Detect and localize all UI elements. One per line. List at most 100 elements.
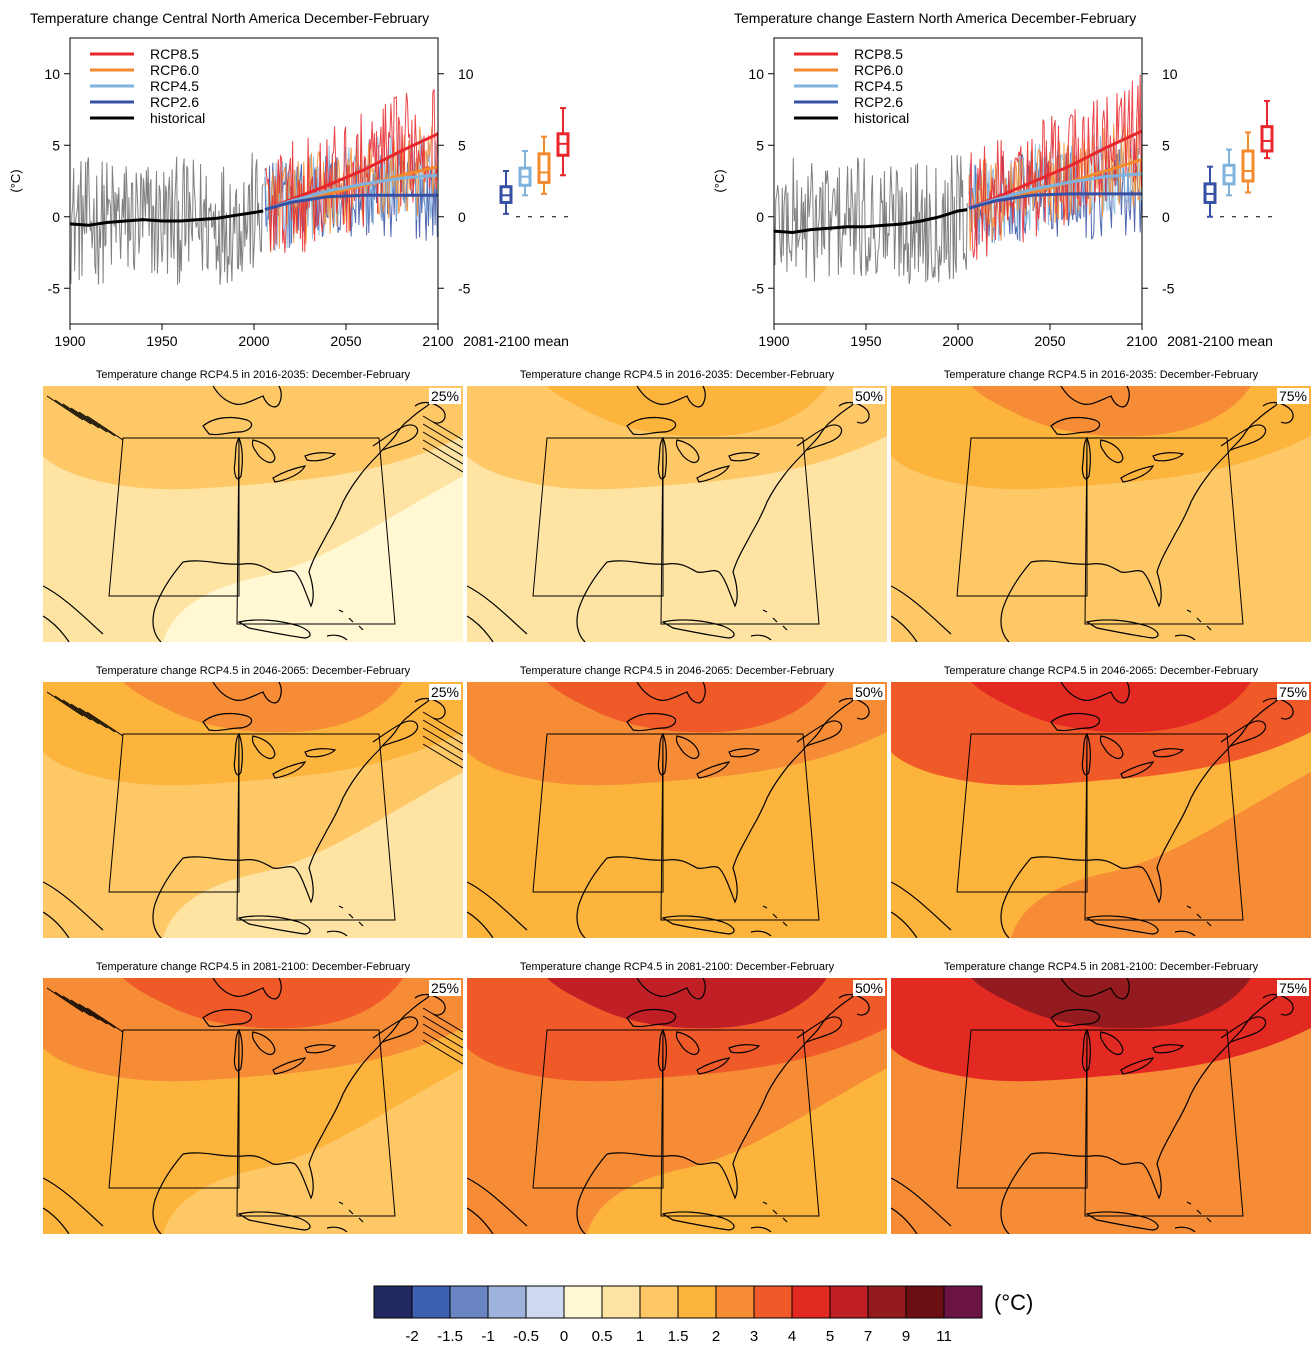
colorbar-tick-label: 2: [711, 1328, 721, 1345]
region-box-eastern: [1084, 1029, 1244, 1217]
hatch-line: [422, 431, 463, 457]
colorbar: [373, 1285, 983, 1319]
hatch-line: [86, 1007, 124, 1033]
colorbar-swatch: [905, 1285, 945, 1319]
hatch-line: [422, 447, 463, 473]
boxplot-box: [1260, 125, 1274, 153]
hatch-line: [422, 439, 463, 465]
boxplot-rcp26: [499, 169, 513, 215]
boxplot-rcp85: [1260, 99, 1274, 160]
lake-erie: [1120, 761, 1155, 779]
map-svg: [43, 978, 463, 1234]
hatch-line: [422, 711, 463, 737]
map-field-light: [1011, 476, 1311, 642]
map-title: Temperature change RCP4.5 in 2046-2065: …: [95, 665, 411, 677]
map-title: Temperature change RCP4.5 in 2046-2065: …: [519, 665, 835, 677]
coastline-hudson: [1060, 978, 1130, 1000]
boxplot-rcp26: [1203, 165, 1217, 218]
hatch-line: [422, 423, 463, 449]
lake-ontario: [1152, 748, 1185, 758]
percentile-badge: 50%: [852, 980, 885, 996]
ytick-label-left: 5: [52, 137, 60, 153]
lake-superior: [626, 712, 677, 732]
map-field-top: [547, 682, 827, 733]
lake-superior: [202, 416, 253, 436]
region-box-eastern: [236, 1029, 396, 1217]
coastline-maritimes: [372, 993, 446, 1043]
map-field-light: [1011, 1068, 1311, 1234]
xtick-label: 1900: [54, 333, 85, 349]
coastline-caribbean: [1085, 609, 1212, 641]
map-svg: [891, 682, 1311, 938]
series-line-historical: [773, 208, 968, 235]
region-box-central: [108, 1029, 240, 1189]
historical-spread: [69, 152, 264, 285]
coastline-baja: [43, 1207, 70, 1234]
region-box-central: [108, 733, 240, 893]
map-field-light: [1011, 772, 1311, 938]
percentile-badge: 25%: [428, 388, 461, 404]
ytick-label-right: 10: [458, 66, 474, 82]
boxplot-box: [537, 152, 551, 184]
colorbar-swatch: [373, 1285, 413, 1319]
map-svg: [891, 386, 1311, 642]
colorbar-tick-label: 11: [936, 1328, 952, 1345]
lake-ontario: [728, 748, 761, 758]
region-box-central: [956, 437, 1088, 597]
ytick-label-left: 0: [52, 209, 60, 225]
percentile-badge: 75%: [1276, 388, 1309, 404]
region-box-eastern: [236, 437, 396, 625]
coastline-east: [182, 685, 448, 904]
hatch-line: [70, 407, 108, 433]
colorbar-tick-label: -2: [405, 1328, 419, 1345]
map-title: Temperature change RCP4.5 in 2081-2100: …: [519, 961, 835, 973]
coastline-hudson: [636, 682, 706, 704]
lake-michigan: [233, 732, 243, 776]
coastline-hudson: [212, 386, 282, 408]
map-panel: 50%: [467, 978, 887, 1234]
lake-erie: [1120, 1057, 1155, 1075]
lake-michigan: [1081, 732, 1091, 776]
percentile-badge: 50%: [852, 684, 885, 700]
region-box-eastern: [660, 733, 820, 921]
coastline-east: [1030, 981, 1296, 1200]
legend-label-rcp85: RCP8.5: [854, 46, 903, 62]
hatch-line: [86, 415, 124, 441]
map-field-light: [163, 1068, 463, 1234]
colorbar-swatch: [715, 1285, 755, 1319]
colorbar-tick-label: -1.5: [437, 1328, 463, 1345]
ytick-label-right: 5: [458, 137, 466, 153]
hatch-line: [422, 743, 463, 769]
boxplot-rcp45: [518, 149, 532, 197]
ts-chart-eastern: -5 -5 0 0 5 5 10 10 1900 1950 2000 2050 2100 (°C) RCP8…: [712, 37, 1280, 349]
lake-superior: [202, 712, 253, 732]
map-panel: 75%: [891, 978, 1311, 1234]
region-box-eastern: [660, 1029, 820, 1217]
coastline-maritimes: [796, 697, 870, 747]
lake-michigan: [233, 1028, 243, 1072]
colorbar-swatch: [829, 1285, 869, 1319]
xtick-label: 2000: [942, 333, 973, 349]
hatch-line: [422, 735, 463, 761]
map-field-light: [587, 476, 887, 642]
map-panel: 75%: [891, 682, 1311, 938]
xtick-label: 2050: [330, 333, 361, 349]
map-field-top: [971, 978, 1251, 1029]
hatch-line: [70, 999, 108, 1025]
region-box-eastern: [236, 733, 396, 921]
map-panel: 50%: [467, 386, 887, 642]
coastline-caribbean: [237, 1201, 364, 1233]
ts-chart-central: -5 -5 0 0 5 5 10 10 1900 1950 2000 2050 2100 (°C) RCP8…: [8, 37, 576, 349]
series-line-rcp26: [968, 192, 1142, 210]
map-svg: [43, 386, 463, 642]
lake-erie: [696, 761, 731, 779]
lake-huron: [1099, 439, 1124, 464]
percentile-badge: 75%: [1276, 980, 1309, 996]
hatch-line: [54, 399, 92, 425]
map-hatching: [46, 395, 463, 473]
lake-huron: [675, 439, 700, 464]
coastline-baja: [43, 615, 70, 642]
coastline-east: [606, 389, 872, 608]
coastline-maritimes: [372, 697, 446, 747]
boxplot-label: 2081-2100 mean: [463, 333, 569, 349]
